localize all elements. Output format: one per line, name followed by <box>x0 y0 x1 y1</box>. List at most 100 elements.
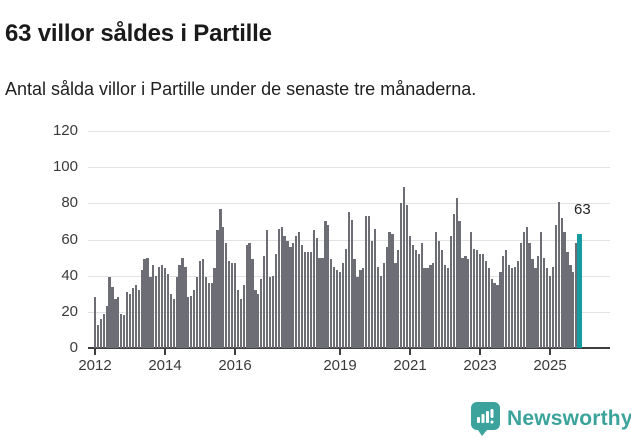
bar <box>365 216 368 348</box>
bar <box>551 266 554 348</box>
bar <box>519 243 522 348</box>
bar <box>458 221 461 348</box>
x-tick-label-2025: 2025 <box>533 357 567 374</box>
gridline-100 <box>88 167 610 169</box>
x-tick-2021 <box>409 349 411 355</box>
bar <box>370 241 374 348</box>
bar <box>333 266 336 348</box>
bar <box>172 299 175 348</box>
y-tick-label-60: 60 <box>61 230 78 248</box>
bar <box>254 290 257 348</box>
bar <box>373 228 377 348</box>
y-tick-label-80: 80 <box>61 194 78 212</box>
bar <box>233 263 237 348</box>
bar <box>181 257 184 348</box>
y-tick-label-100: 100 <box>52 158 78 176</box>
bar <box>379 275 382 348</box>
bar <box>438 241 441 348</box>
x-tick-2016 <box>234 349 236 355</box>
y-tick-label-0: 0 <box>69 339 78 356</box>
bar <box>201 259 204 348</box>
newsworthy-logo-icon <box>471 402 500 436</box>
bar <box>105 306 108 348</box>
bar <box>120 313 123 348</box>
bar <box>347 212 350 348</box>
bar <box>522 232 525 348</box>
bar <box>487 268 490 348</box>
bar <box>268 277 272 348</box>
bar <box>210 282 213 348</box>
bar <box>190 295 193 348</box>
newsworthy-branding: Newsworthy <box>471 402 631 436</box>
y-tick-label-40: 40 <box>61 266 78 284</box>
bar <box>102 313 105 348</box>
bar <box>560 217 563 348</box>
bar <box>245 244 248 348</box>
bar <box>545 268 549 348</box>
bar <box>382 263 385 348</box>
bar <box>388 232 391 348</box>
bar <box>572 272 575 348</box>
bar <box>534 268 537 348</box>
bar <box>400 203 403 348</box>
bar <box>306 252 309 348</box>
bar <box>376 266 379 348</box>
bar <box>531 259 534 348</box>
bar <box>295 235 298 348</box>
bar <box>548 275 552 348</box>
bar <box>289 246 292 348</box>
bar <box>391 234 394 348</box>
bar <box>475 250 479 348</box>
bar <box>216 230 219 348</box>
bar <box>137 290 140 348</box>
bar <box>543 257 546 348</box>
bar <box>435 232 438 348</box>
bar <box>315 237 318 348</box>
bar <box>420 243 423 348</box>
x-axis-line <box>88 347 610 349</box>
chart-subtitle: Antal sålda villor i Partille under de s… <box>5 79 477 99</box>
bar <box>464 255 467 348</box>
bar <box>125 291 129 348</box>
x-tick-2025 <box>549 349 551 355</box>
bar <box>338 272 342 348</box>
bar <box>257 293 260 348</box>
bar <box>467 259 470 348</box>
bar <box>368 216 371 348</box>
bar <box>108 277 111 348</box>
bar <box>350 219 353 348</box>
bar <box>417 253 420 348</box>
bar <box>484 261 487 348</box>
bar <box>166 273 169 348</box>
x-tick-2014 <box>164 349 166 355</box>
bar <box>394 263 397 348</box>
bar <box>318 257 321 348</box>
bar <box>554 225 557 348</box>
bar <box>324 221 327 348</box>
bar <box>236 290 239 348</box>
bar <box>362 268 365 348</box>
x-tick-2019 <box>339 349 341 355</box>
bar <box>513 266 517 348</box>
bar <box>505 250 508 348</box>
bar <box>341 263 344 348</box>
x-tick-label-2016: 2016 <box>218 357 252 374</box>
bar <box>461 257 464 348</box>
bar <box>155 275 158 348</box>
bar <box>359 270 362 348</box>
bar <box>265 230 269 348</box>
bar <box>353 259 356 348</box>
bar <box>537 255 540 348</box>
bar <box>502 255 505 348</box>
bar <box>516 261 519 348</box>
bar <box>335 270 339 348</box>
x-tick-label-2019: 2019 <box>323 357 357 374</box>
bar <box>440 250 444 348</box>
bar <box>163 268 167 348</box>
bar <box>496 284 499 348</box>
x-tick-label-2023: 2023 <box>463 357 497 374</box>
bar <box>455 197 458 348</box>
bar <box>426 268 429 348</box>
last-value-annotation: 63 <box>574 201 591 218</box>
bar <box>385 246 388 348</box>
